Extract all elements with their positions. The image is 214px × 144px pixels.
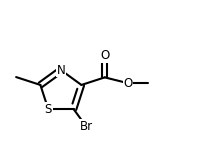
Text: S: S xyxy=(45,103,52,116)
Text: O: O xyxy=(100,49,109,62)
Text: Br: Br xyxy=(80,120,93,133)
Text: N: N xyxy=(56,64,65,77)
Text: O: O xyxy=(124,77,133,90)
